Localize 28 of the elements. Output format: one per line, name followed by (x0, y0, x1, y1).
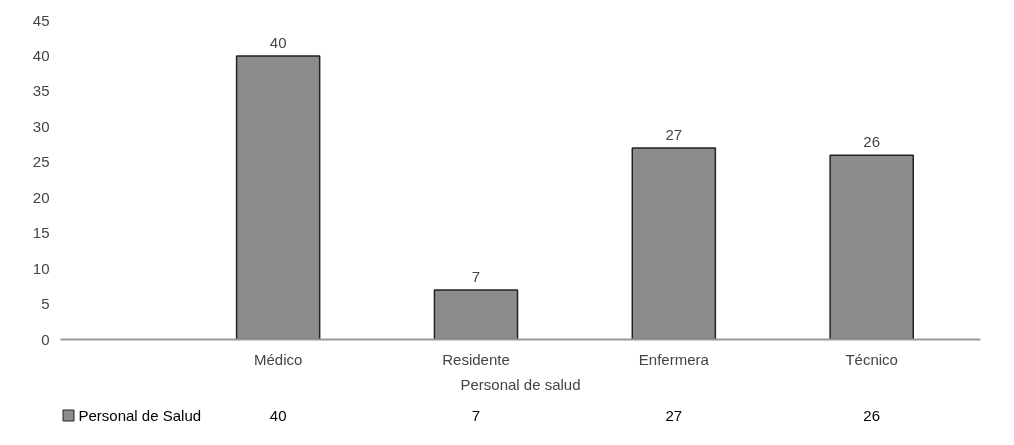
bar (433, 289, 519, 340)
text: 40 (269, 406, 287, 424)
y-tick-label: 10 (32, 259, 50, 277)
y-tick-label: 45 (32, 11, 50, 29)
y-tick-label: 15 (32, 224, 50, 242)
y-tick-label: 0 (41, 330, 50, 348)
text: 26 (863, 406, 881, 424)
bar (631, 147, 717, 340)
y-tick-label: 25 (32, 153, 50, 171)
text: 27 (665, 406, 683, 424)
y-tick-label: 5 (41, 295, 50, 313)
data-label: 26 (863, 133, 881, 151)
y-tick-label: 35 (32, 82, 50, 100)
x-tick-label: Técnico (845, 350, 898, 368)
data-label: 27 (665, 126, 683, 144)
x-tick-label: Médico (253, 350, 303, 368)
x-axis-title: Personal de salud (460, 375, 581, 393)
bar (235, 55, 321, 340)
y-tick-label: 40 (32, 46, 50, 64)
data-label: 7 (471, 267, 481, 285)
bar (829, 154, 914, 340)
data-label: 40 (269, 33, 287, 51)
text: 7 (471, 406, 481, 424)
legend-label: Personal de Salud (78, 407, 202, 424)
x-tick-label: Residente (442, 350, 510, 368)
x-tick-label: Enfermera (638, 350, 710, 368)
y-tick-label: 20 (32, 188, 50, 206)
y-tick-label: 30 (32, 117, 50, 135)
